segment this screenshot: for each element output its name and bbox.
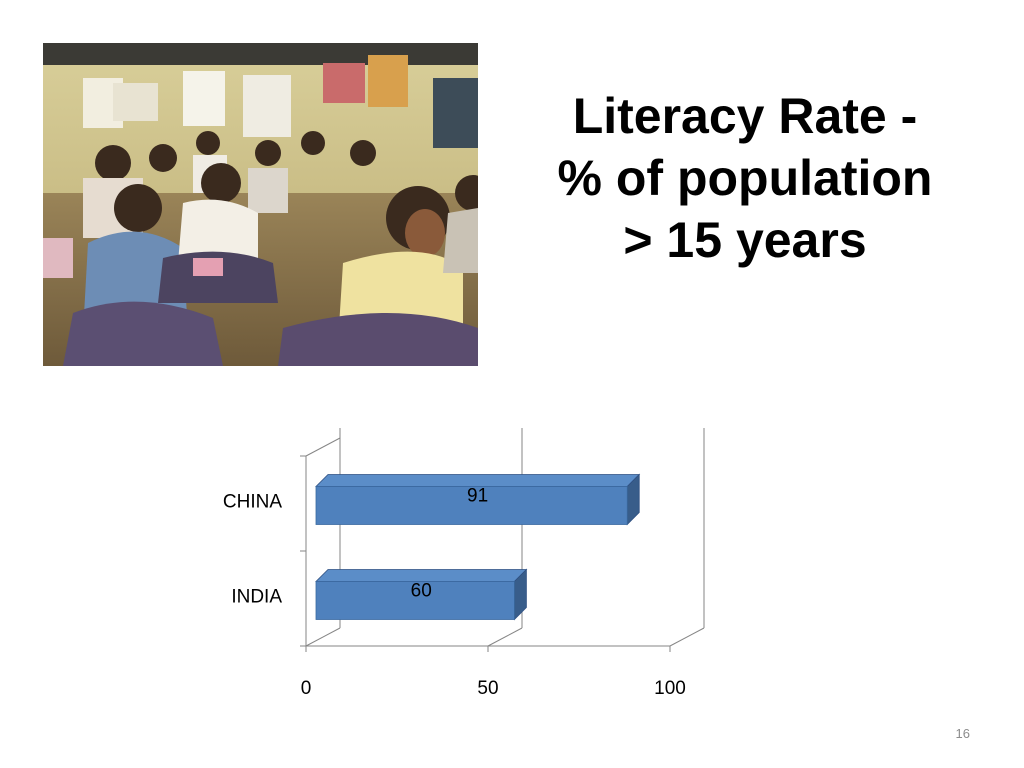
side-wall-top-edge <box>305 437 341 457</box>
gridline-floor-2 <box>669 627 705 647</box>
x-tick-label-0: 0 <box>301 678 312 699</box>
data-label-india: 60 <box>411 581 432 602</box>
slide-title: Literacy Rate - % of population > 15 yea… <box>520 85 970 271</box>
gridline-floor-0 <box>305 627 341 647</box>
title-line-1: Literacy Rate - <box>572 88 918 144</box>
data-label-china: 91 <box>467 486 488 507</box>
slide-number: 16 <box>955 726 970 741</box>
category-label-india: INDIA <box>231 587 282 608</box>
gridline-floor-1 <box>487 627 523 647</box>
x-tick-label-1: 50 <box>477 678 498 699</box>
bar-china <box>315 486 628 525</box>
category-label-china: CHINA <box>223 492 282 513</box>
title-line-3: > 15 years <box>623 212 867 268</box>
x-tick-label-2: 100 <box>654 678 686 699</box>
title-line-2: % of population <box>557 150 933 206</box>
classroom-photo <box>43 43 478 366</box>
bar-india <box>315 581 515 620</box>
